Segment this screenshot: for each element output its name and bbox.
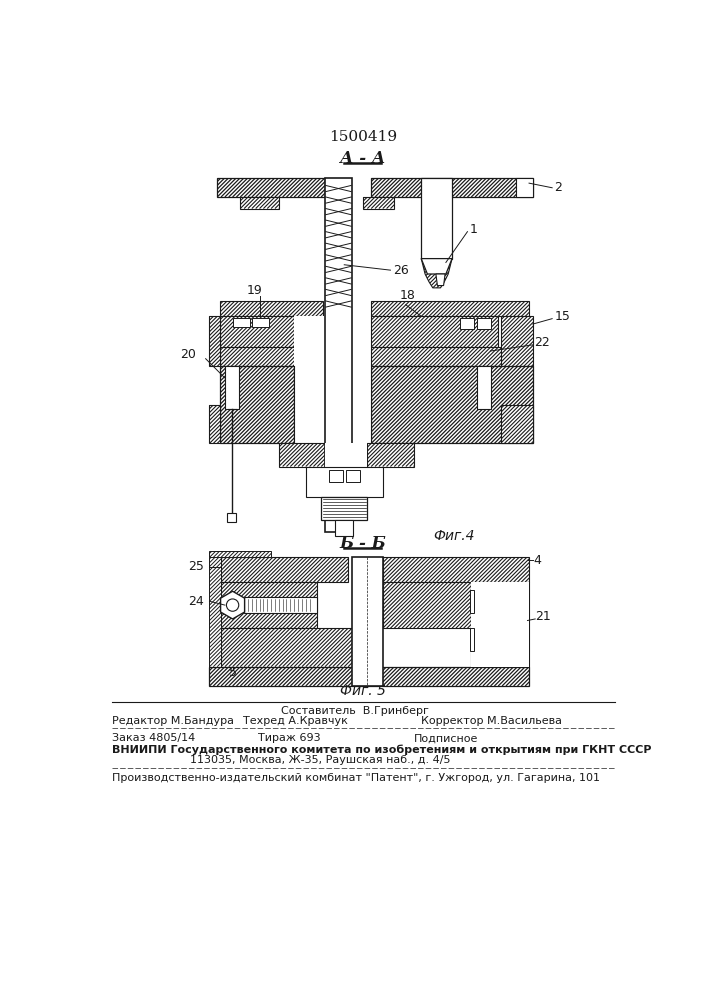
Text: Составитель  В.Гринберг: Составитель В.Гринберг xyxy=(281,706,429,716)
Bar xyxy=(335,520,354,536)
Text: 4: 4 xyxy=(533,554,541,567)
Text: 15: 15 xyxy=(554,310,571,323)
Bar xyxy=(477,318,491,329)
Polygon shape xyxy=(209,316,219,366)
Polygon shape xyxy=(221,628,371,667)
Bar xyxy=(477,366,491,409)
Polygon shape xyxy=(209,551,271,557)
Bar xyxy=(325,178,352,532)
Polygon shape xyxy=(279,443,325,466)
Bar xyxy=(469,628,474,651)
Text: Фиг.4: Фиг.4 xyxy=(433,529,474,543)
Bar xyxy=(516,178,533,197)
Polygon shape xyxy=(501,316,533,366)
Bar xyxy=(225,366,239,409)
Text: Заказ 4805/14: Заказ 4805/14 xyxy=(112,733,195,743)
Polygon shape xyxy=(371,347,529,366)
Text: 19: 19 xyxy=(246,284,262,297)
Text: 1500419: 1500419 xyxy=(329,130,397,144)
Bar xyxy=(469,590,474,613)
Text: Фиг. 5: Фиг. 5 xyxy=(340,684,385,698)
Polygon shape xyxy=(219,316,294,347)
Polygon shape xyxy=(501,405,533,443)
Text: 26: 26 xyxy=(393,264,409,277)
Bar xyxy=(472,582,529,667)
Text: Тираж 693: Тираж 693 xyxy=(258,733,321,743)
Bar xyxy=(252,318,269,327)
Text: ВНИИПИ Государственного комитета по изобретениям и открытиям при ГКНТ СССР: ВНИИПИ Государственного комитета по изоб… xyxy=(112,745,651,755)
Text: 113035, Москва, Ж-35, Раушская наб., д. 4/5: 113035, Москва, Ж-35, Раушская наб., д. … xyxy=(190,755,451,765)
Bar xyxy=(227,513,236,522)
Text: Подписное: Подписное xyxy=(414,733,478,743)
Bar xyxy=(294,366,371,443)
Bar xyxy=(346,470,360,482)
Polygon shape xyxy=(371,316,498,347)
Bar xyxy=(352,557,382,686)
Text: 21: 21 xyxy=(535,610,551,623)
Polygon shape xyxy=(209,667,529,686)
Circle shape xyxy=(226,599,239,611)
Polygon shape xyxy=(371,178,533,197)
Text: 18: 18 xyxy=(399,289,415,302)
Polygon shape xyxy=(436,274,445,286)
Polygon shape xyxy=(382,582,472,628)
Polygon shape xyxy=(368,443,414,466)
Polygon shape xyxy=(472,582,529,667)
Bar xyxy=(294,316,325,366)
Polygon shape xyxy=(371,366,533,443)
Text: Корректор М.Васильева: Корректор М.Васильева xyxy=(421,716,562,726)
Text: 1: 1 xyxy=(469,223,478,236)
Text: Производственно-издательский комбинат "Патент", г. Ужгород, ул. Гагарина, 101: Производственно-издательский комбинат "П… xyxy=(112,773,600,783)
Polygon shape xyxy=(240,197,279,209)
Bar xyxy=(321,497,368,520)
Bar xyxy=(329,470,343,482)
Polygon shape xyxy=(221,557,348,582)
Text: 25: 25 xyxy=(188,560,204,573)
Polygon shape xyxy=(217,178,325,197)
Text: 2: 2 xyxy=(554,181,562,194)
Text: 22: 22 xyxy=(534,336,550,349)
Text: 5: 5 xyxy=(228,666,237,679)
Polygon shape xyxy=(382,557,529,582)
Bar xyxy=(233,318,250,327)
Polygon shape xyxy=(221,591,245,619)
Text: Б - Б: Б - Б xyxy=(339,535,386,552)
Text: А - А: А - А xyxy=(340,150,385,167)
Polygon shape xyxy=(219,301,324,316)
Polygon shape xyxy=(421,259,452,274)
Bar xyxy=(305,466,382,497)
Text: 20: 20 xyxy=(180,348,197,361)
Polygon shape xyxy=(209,557,221,667)
Polygon shape xyxy=(363,197,395,209)
Polygon shape xyxy=(371,301,529,316)
Bar xyxy=(244,597,317,613)
Polygon shape xyxy=(209,405,219,443)
Bar xyxy=(460,318,474,329)
Bar xyxy=(421,178,452,259)
Polygon shape xyxy=(219,347,324,366)
Text: 24: 24 xyxy=(188,595,204,608)
Polygon shape xyxy=(219,366,294,443)
Text: Редактор М.Бандура: Редактор М.Бандура xyxy=(112,716,234,726)
Bar xyxy=(325,443,368,466)
Polygon shape xyxy=(421,259,452,288)
Polygon shape xyxy=(221,582,317,628)
Text: Техред А.Кравчук: Техред А.Кравчук xyxy=(243,716,347,726)
